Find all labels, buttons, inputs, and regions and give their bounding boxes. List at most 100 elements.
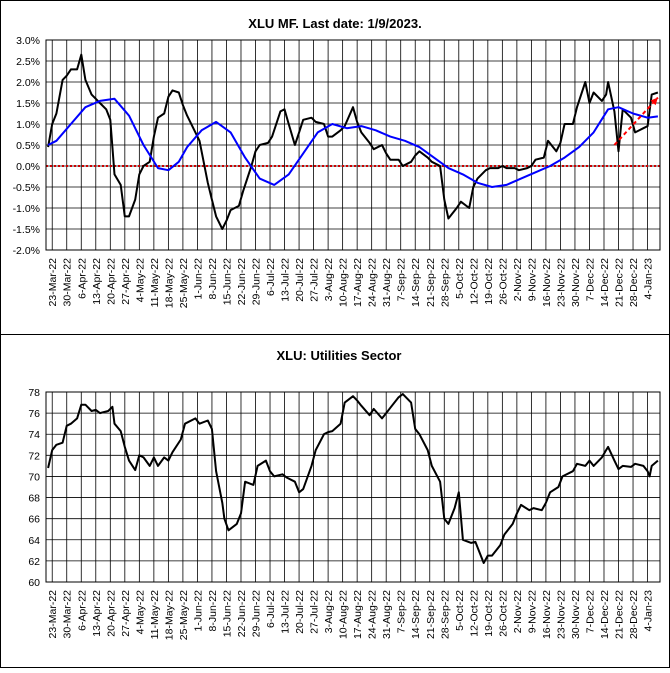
x-tick-label: 13-Jul-22 (280, 258, 292, 302)
x-tick-label: 21-Sep-22 (425, 258, 437, 307)
x-tick-label: 7-Sep-22 (396, 258, 408, 301)
y-tick-label: 1.0% (16, 119, 40, 131)
x-tick-label: 6-Apr-22 (76, 258, 88, 299)
moving-average-line (47, 97, 659, 188)
x-tick-label: 1-Jun-22 (192, 258, 204, 300)
x-tick-label: 28-Dec-22 (628, 258, 640, 307)
price-line (47, 393, 659, 564)
money-flow-line (47, 53, 659, 230)
money-flow-chart: XLU MF. Last date: 1/9/2023. 3.0% 2.5% 2.0… (13, 16, 661, 308)
x-tick-label: 18-May-22 (163, 590, 175, 640)
trend-arrow-head (650, 97, 658, 106)
y-tick-label: 72 (28, 450, 40, 462)
y-tick-label: 2.0% (16, 77, 40, 89)
price-chart-title: XLU: Utilities Sector (277, 348, 402, 363)
y-tick-label: 74 (28, 429, 40, 441)
x-tick-label: 6-Jul-22 (265, 258, 277, 296)
price-chart: XLU: Utilities Sector 78 76 74 72 70 68 66 64 62… (28, 348, 661, 640)
y-tick-label: 0.0% (16, 161, 40, 173)
x-tick-label: 20-Jul-22 (294, 590, 306, 634)
x-tick-label: 2-Nov-22 (512, 258, 524, 301)
x-tick-label: 20-Jul-22 (294, 258, 306, 302)
x-tick-label: 11-May-22 (149, 258, 161, 308)
x-tick-label: 6-Jul-22 (265, 590, 277, 628)
x-tick-label: 3-Aug-22 (323, 590, 335, 633)
price-y-axis: 78 76 74 72 70 68 66 64 62 60 (28, 387, 40, 589)
x-tick-label: 31-Aug-22 (381, 258, 393, 307)
x-tick-label: 23-Mar-22 (47, 590, 59, 639)
x-tick-label: 24-Aug-22 (367, 258, 379, 307)
x-tick-label: 13-Jul-22 (280, 590, 292, 634)
money-flow-series (46, 53, 660, 230)
y-tick-label: 68 (28, 493, 40, 505)
x-tick-label: 30-Mar-22 (62, 590, 74, 639)
x-tick-label: 14-Dec-22 (599, 590, 611, 639)
x-tick-label: 31-Aug-22 (381, 590, 393, 639)
x-tick-label: 9-Nov-22 (526, 590, 538, 633)
x-tick-label: 1-Jun-22 (192, 590, 204, 632)
x-tick-label: 5-Oct-22 (454, 258, 466, 299)
x-tick-label: 23-Mar-22 (47, 258, 59, 307)
y-tick-label: 78 (28, 387, 40, 399)
x-tick-label: 11-May-22 (149, 590, 161, 640)
x-tick-label: 30-Nov-22 (570, 590, 582, 639)
x-tick-label: 16-Nov-22 (541, 590, 553, 639)
x-tick-label: 21-Dec-22 (614, 258, 626, 307)
x-tick-label: 25-May-22 (178, 590, 190, 640)
x-tick-label: 3-Aug-22 (323, 258, 335, 301)
x-tick-label: 26-Oct-22 (497, 258, 509, 305)
x-tick-label: 21-Sep-22 (425, 590, 437, 639)
x-tick-label: 4-Jan-23 (643, 258, 655, 300)
x-tick-label: 7-Dec-22 (584, 590, 596, 633)
x-tick-label: 7-Sep-22 (396, 590, 408, 633)
y-tick-label: 66 (28, 514, 40, 526)
x-tick-label: 22-Jun-22 (236, 258, 248, 305)
y-tick-label: -0.5% (13, 182, 40, 194)
x-tick-label: 27-Apr-22 (120, 258, 132, 305)
y-tick-label: 76 (28, 408, 40, 420)
x-tick-label: 15-Jun-22 (221, 258, 233, 305)
x-tick-label: 12-Oct-22 (468, 258, 480, 305)
x-tick-label: 19-Oct-22 (483, 258, 495, 305)
y-tick-label: 62 (28, 556, 40, 568)
x-tick-label: 23-Nov-22 (555, 258, 567, 307)
x-tick-label: 2-Nov-22 (512, 590, 524, 633)
price-series (47, 393, 659, 564)
x-tick-label: 10-Aug-22 (338, 590, 350, 639)
x-tick-label: 17-Aug-22 (352, 590, 364, 639)
x-tick-label: 30-Nov-22 (570, 258, 582, 307)
money-flow-x-axis: 23-Mar-22 30-Mar-22 6-Apr-22 13-Apr-22 20-Ap… (47, 258, 654, 308)
y-tick-label: -1.5% (13, 224, 40, 236)
x-tick-label: 20-Apr-22 (105, 590, 117, 637)
x-tick-label: 29-Jun-22 (251, 590, 263, 637)
x-tick-label: 15-Jun-22 (221, 590, 233, 637)
x-tick-label: 5-Oct-22 (454, 590, 466, 631)
x-tick-label: 22-Jun-22 (236, 590, 248, 637)
x-tick-label: 27-Apr-22 (120, 590, 132, 637)
money-flow-plot-border (45, 39, 661, 251)
x-tick-label: 26-Oct-22 (497, 590, 509, 637)
y-tick-label: 70 (28, 471, 40, 483)
x-tick-label: 14-Sep-22 (410, 258, 422, 307)
x-tick-label: 13-Apr-22 (91, 258, 103, 305)
x-tick-label: 28-Dec-22 (628, 590, 640, 639)
money-flow-y-axis: 3.0% 2.5% 2.0% 1.5% 1.0% 0.5% 0.0% -0.5% -1.0% -1… (13, 35, 40, 257)
x-tick-label: 18-May-22 (163, 258, 175, 308)
x-tick-label: 10-Aug-22 (338, 258, 350, 307)
y-tick-label: -2.0% (13, 245, 40, 257)
x-tick-label: 29-Jun-22 (251, 258, 263, 305)
x-tick-label: 7-Dec-22 (584, 258, 596, 301)
x-tick-label: 30-Mar-22 (62, 258, 74, 307)
x-tick-label: 4-May-22 (134, 258, 146, 303)
x-tick-label: 16-Nov-22 (541, 258, 553, 307)
x-tick-label: 9-Nov-22 (526, 258, 538, 301)
money-flow-chart-title: XLU MF. Last date: 1/9/2023. (248, 16, 421, 31)
x-tick-label: 27-Jul-22 (309, 590, 321, 634)
x-tick-label: 27-Jul-22 (309, 258, 321, 302)
x-tick-label: 20-Apr-22 (105, 258, 117, 305)
y-tick-label: 2.5% (16, 56, 40, 68)
y-tick-label: 64 (28, 535, 40, 547)
x-tick-label: 4-Jan-23 (643, 590, 655, 632)
x-tick-label: 19-Oct-22 (483, 590, 495, 637)
